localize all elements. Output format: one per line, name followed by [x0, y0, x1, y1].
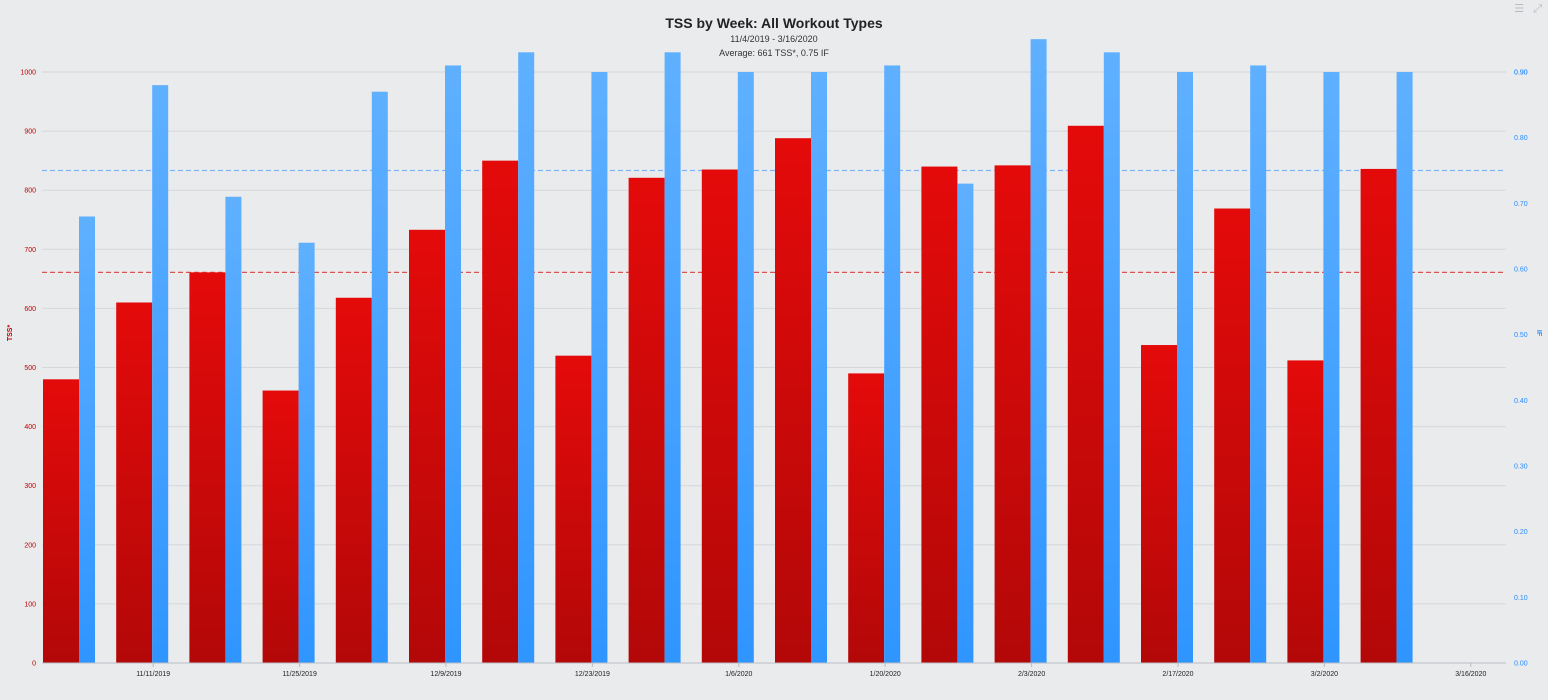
expand-icon[interactable]: ⤢	[1533, 3, 1542, 15]
tss-bar	[189, 272, 226, 663]
y-left-tick-label: 100	[24, 601, 36, 608]
average-lines	[42, 169, 1506, 273]
y-right-tick-label: 0.90	[1514, 70, 1528, 77]
chart-average: Average: 661 TSS*, 0.75 IF	[719, 48, 829, 58]
y-right-tick-label: 0.60	[1514, 267, 1528, 274]
if-bar	[1250, 65, 1267, 663]
tss-bar	[921, 166, 958, 663]
y-left-tick-label: 400	[24, 424, 36, 431]
if-bar	[1177, 72, 1193, 663]
tss-bar	[262, 390, 299, 663]
y-left-tick-label: 500	[24, 365, 36, 372]
tss-bar	[335, 297, 372, 663]
if-bar	[957, 183, 974, 663]
y-right-tick-label: 0.00	[1514, 661, 1528, 668]
y-left-tick-label: 900	[24, 129, 36, 136]
if-bar	[518, 52, 535, 664]
y-right-tick-label: 0.40	[1514, 398, 1528, 405]
if-bar	[225, 196, 242, 663]
if-bar	[371, 91, 388, 663]
tss-bar	[1287, 360, 1324, 663]
tss-bar	[1141, 345, 1177, 663]
chart-date-range: 11/4/2019 - 3/16/2020	[730, 34, 818, 44]
y-right-tick-label: 0.50	[1514, 332, 1528, 339]
tss-bar	[1067, 125, 1104, 663]
y-left-tick-label: 0	[32, 661, 36, 668]
if-bar	[664, 52, 681, 664]
if-bar	[445, 65, 461, 663]
if-bar	[1396, 72, 1413, 663]
tss-bar	[775, 138, 811, 663]
chart-title: TSS by Week: All Workout Types	[665, 15, 883, 31]
menu-icon[interactable]: ☰	[1514, 3, 1525, 15]
chart-toolbar: ☰ ⤢	[1508, 2, 1542, 16]
y-left-tick-label: 700	[24, 247, 36, 254]
x-tick-label: 1/20/2020	[870, 671, 901, 678]
x-tick-label: 1/6/2020	[725, 671, 752, 678]
tss-bar	[701, 169, 738, 663]
x-tick-label: 12/9/2019	[430, 671, 461, 678]
tss-bar	[116, 302, 153, 663]
x-tick-label: 3/2/2020	[1311, 671, 1338, 678]
y-left-tick-label: 600	[24, 306, 36, 313]
x-tick-label: 11/25/2019	[282, 671, 317, 678]
if-bar	[811, 72, 827, 663]
axes: 0 100 200 300 400 500 600 700 800 900 1000 0.00 0.10…	[7, 70, 1542, 679]
y-right-tick-label: 0.10	[1514, 595, 1528, 602]
tss-bar	[409, 229, 445, 663]
if-bar	[1103, 52, 1120, 664]
y-right-axis-title: IF	[1535, 330, 1542, 337]
y-left-tick-label: 1000	[20, 70, 36, 77]
y-right-tick-label: 0.80	[1514, 135, 1528, 142]
y-right-tick-label: 0.90	[1514, 70, 1528, 77]
if-bar	[1030, 39, 1047, 663]
x-tick-label: 11/11/2019	[136, 671, 170, 678]
y-left-tick-label: 300	[24, 483, 36, 490]
tss-bar	[848, 373, 885, 663]
grid-lines	[42, 71, 1506, 605]
y-left-tick-label: 200	[24, 542, 36, 549]
if-bar	[1323, 72, 1340, 663]
if-bar	[152, 85, 169, 664]
x-tick-label: 12/23/2019	[575, 671, 610, 678]
x-tick-label: 2/3/2020	[1018, 671, 1045, 678]
chart-header: TSS by Week: All Workout Types 11/4/2019…	[0, 14, 1548, 60]
if-bar	[79, 216, 95, 663]
x-tick-label: 3/16/2020	[1455, 671, 1486, 678]
if-bar	[591, 72, 608, 663]
tss-bar	[482, 160, 519, 663]
tss-bar	[994, 165, 1031, 664]
tss-bar	[1360, 168, 1397, 663]
tss-bar	[628, 177, 665, 663]
tss-bar	[1214, 208, 1251, 663]
y-left-axis-title: TSS*	[7, 325, 14, 342]
x-tick-label: 2/17/2020	[1162, 671, 1193, 678]
y-right-tick-label: 0.30	[1514, 464, 1528, 471]
if-bar	[884, 65, 901, 663]
y-right-tick-label: 0.20	[1514, 529, 1528, 536]
if-bar	[298, 242, 315, 663]
tss-bar	[555, 355, 592, 663]
tss-bar	[43, 379, 79, 663]
if-bar	[737, 72, 754, 663]
bars	[43, 39, 1413, 664]
y-right-tick-label: 0.70	[1514, 201, 1528, 208]
y-left-tick-label: 800	[24, 188, 36, 195]
